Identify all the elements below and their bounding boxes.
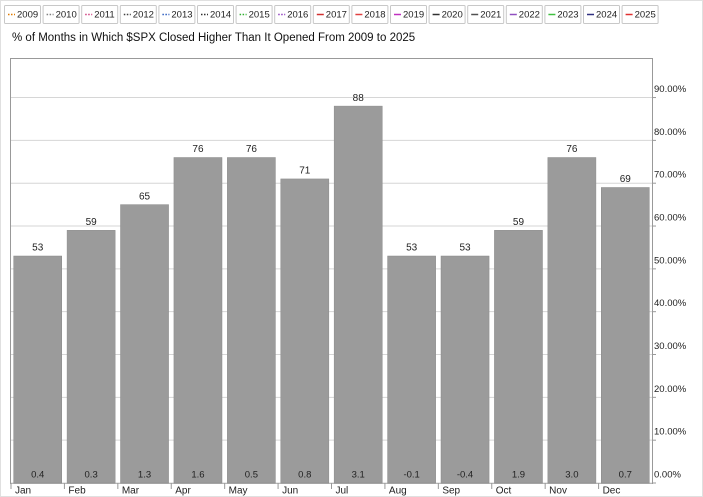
legend-label: 2012 — [133, 10, 154, 21]
average-change-label: -0.1 — [403, 470, 419, 481]
value-label: 76 — [566, 144, 578, 155]
legend-label: 2009 — [17, 10, 38, 21]
legend-button[interactable] — [351, 5, 389, 24]
legend-label: 2020 — [442, 10, 463, 21]
y-tick-label: 40.00% — [654, 298, 687, 309]
value-label: 59 — [513, 217, 525, 228]
value-label: 53 — [406, 243, 418, 254]
y-tick-label: 70.00% — [654, 170, 687, 181]
legend-label: 2015 — [249, 10, 270, 21]
average-change-label: 1.3 — [138, 470, 151, 481]
y-tick-label: 20.00% — [654, 384, 687, 395]
bar — [66, 230, 116, 484]
average-change-label: 0.5 — [245, 470, 258, 481]
legend-label: 2014 — [210, 10, 231, 21]
legend-button[interactable] — [583, 5, 620, 24]
legend-label: 2018 — [364, 10, 385, 21]
legend-label: 2019 — [403, 10, 424, 21]
y-tick-label: 30.00% — [654, 341, 687, 352]
bar — [280, 178, 330, 484]
x-tick-label: Apr — [175, 486, 191, 497]
y-tick-label: 0.00% — [654, 470, 681, 481]
legend-label: 2010 — [56, 10, 77, 21]
x-tick-label: Jan — [15, 486, 31, 497]
bar — [13, 255, 62, 484]
x-tick-label: Dec — [603, 486, 621, 497]
legend-button[interactable] — [197, 5, 234, 24]
legend-button[interactable] — [312, 5, 350, 24]
y-tick-label: 90.00% — [654, 84, 687, 95]
legend-label: 2022 — [519, 10, 540, 21]
chart-title: % of Months in Which $SPX Closed Higher … — [12, 32, 415, 44]
value-label: 53 — [32, 243, 44, 254]
value-label: 65 — [139, 191, 151, 202]
legend-label: 2021 — [480, 10, 501, 21]
legend-label: 2023 — [557, 10, 578, 21]
average-change-label: 0.7 — [619, 470, 632, 481]
x-tick-label: Jul — [336, 486, 349, 497]
legend-label: 2017 — [326, 10, 347, 21]
x-tick-label: Oct — [496, 486, 512, 497]
value-label: 88 — [353, 93, 365, 104]
legend-button[interactable] — [119, 5, 157, 24]
legend-button[interactable] — [428, 5, 466, 24]
legend-button[interactable] — [505, 5, 543, 24]
value-label: 59 — [86, 217, 98, 228]
value-label: 71 — [299, 166, 311, 177]
average-change-label: 1.9 — [512, 470, 525, 481]
y-tick-label: 60.00% — [654, 213, 687, 224]
average-change-label: 1.6 — [191, 470, 204, 481]
legend-button[interactable] — [235, 5, 273, 24]
y-tick-label: 10.00% — [654, 427, 687, 438]
bar — [387, 255, 436, 484]
bar — [601, 187, 650, 484]
average-change-label: 0.3 — [85, 470, 98, 481]
x-tick-label: Sep — [442, 486, 460, 497]
legend-button[interactable] — [81, 5, 119, 24]
legend-label: 2025 — [635, 10, 656, 21]
legend-label: 2013 — [171, 10, 192, 21]
bar — [547, 157, 597, 484]
average-change-label: 0.4 — [31, 470, 44, 481]
legend-button[interactable] — [158, 5, 196, 24]
x-tick-label: Jun — [282, 486, 298, 497]
average-change-label: 3.0 — [565, 470, 578, 481]
x-tick-label: Feb — [68, 486, 86, 497]
x-tick-label: Mar — [122, 486, 140, 497]
bar — [494, 230, 543, 484]
legend-button[interactable] — [621, 5, 659, 24]
bar — [333, 105, 383, 484]
y-tick-label: 80.00% — [654, 127, 687, 138]
bar — [120, 204, 169, 484]
value-label: 69 — [620, 174, 632, 185]
average-change-label: 0.8 — [298, 470, 311, 481]
value-label: 53 — [459, 243, 471, 254]
legend-button[interactable] — [390, 5, 427, 24]
legend-button[interactable] — [42, 5, 80, 24]
x-tick-label: Aug — [389, 486, 407, 497]
legend-label: 2016 — [287, 10, 308, 21]
bar — [173, 157, 223, 484]
average-change-label: 3.1 — [352, 470, 365, 481]
legend-button[interactable] — [467, 5, 505, 24]
value-label: 76 — [246, 144, 258, 155]
x-tick-label: Nov — [549, 486, 567, 497]
legend-button[interactable] — [4, 5, 41, 24]
legend-button[interactable] — [544, 5, 582, 24]
legend-label: 2011 — [94, 10, 114, 21]
bar — [227, 157, 276, 484]
x-tick-label: May — [229, 486, 248, 497]
y-tick-label: 50.00% — [654, 255, 687, 266]
bar — [440, 255, 490, 484]
legend-button[interactable] — [274, 5, 312, 24]
value-label: 76 — [192, 144, 204, 155]
average-change-label: -0.4 — [457, 470, 473, 481]
legend-label: 2024 — [596, 10, 617, 21]
